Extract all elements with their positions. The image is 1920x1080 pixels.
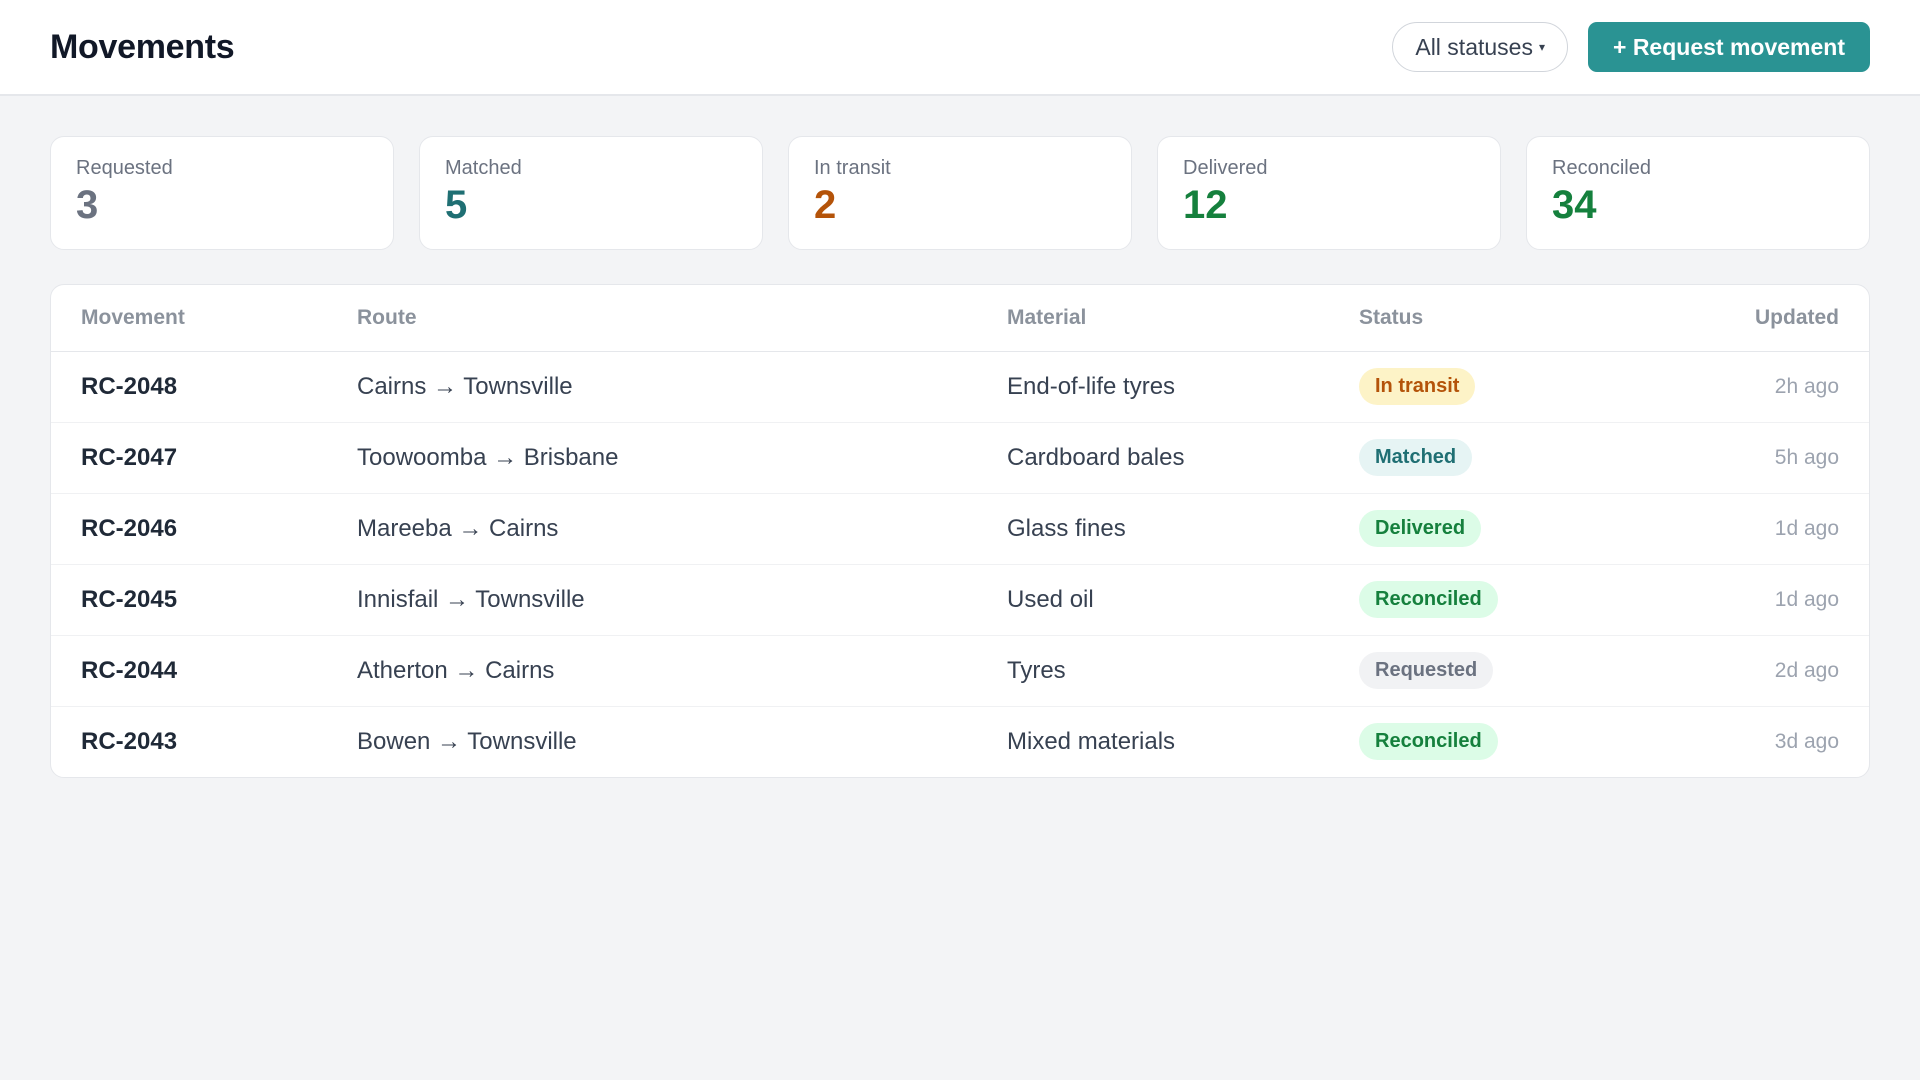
movement-id: RC-2044 [51, 635, 327, 707]
material: Cardboard bales [977, 422, 1329, 494]
route: Cairns → Townsville [327, 351, 977, 423]
table-row[interactable]: RC-2046 Mareeba → Cairns Glass fines Del… [51, 493, 1869, 565]
card-value: 5 [445, 183, 468, 227]
material: Used oil [977, 564, 1329, 636]
status-badge: Matched [1359, 439, 1473, 476]
card-label: Reconciled [1552, 157, 1651, 179]
updated-time: 1d ago [1709, 564, 1869, 636]
route: Toowoomba → Brisbane [327, 422, 977, 494]
summary-card-reconciled: Reconciled 34 [1526, 136, 1870, 250]
main-content: Requested 3 Matched 5 In transit 2 Deliv… [0, 96, 1920, 778]
movements-table: Movement Route Material Status Updated R… [51, 285, 1869, 777]
status-badge: Delivered [1359, 510, 1482, 547]
column-header-movement[interactable]: Movement [51, 285, 327, 352]
status-cell: In transit [1329, 351, 1709, 423]
table-header-row: Movement Route Material Status Updated [51, 285, 1869, 352]
updated-time: 3d ago [1774, 729, 1839, 753]
table-row[interactable]: RC-2044 Atherton → Cairns Tyres Requeste… [51, 635, 1869, 707]
status-cell: Reconciled [1329, 564, 1709, 636]
card-label: In transit [814, 157, 891, 179]
movements-table-container: Movement Route Material Status Updated R… [50, 284, 1870, 778]
route: Mareeba → Cairns [327, 493, 977, 565]
material: Mixed materials [1007, 727, 1176, 755]
table-row[interactable]: RC-2043 Bowen → Townsville Mixed materia… [51, 706, 1869, 777]
table-row[interactable]: RC-2048 Cairns → Townsville End-of-life … [51, 351, 1869, 423]
card-value: 3 [76, 183, 99, 227]
column-header-material[interactable]: Material [977, 285, 1329, 352]
card-value: 2 [814, 183, 837, 227]
card-label: Requested [76, 157, 173, 179]
movement-id: RC-2048 [51, 351, 327, 423]
route: Atherton → Cairns [327, 635, 977, 707]
status-filter-label: All statuses [1415, 33, 1533, 60]
summary-card-requested: Requested 3 [50, 136, 394, 250]
material: End-of-life tyres [977, 351, 1329, 423]
page-header: Movements All statuses ▾ + Request movem… [0, 0, 1920, 96]
column-header-updated[interactable]: Updated [1709, 285, 1869, 352]
status-badge: Reconciled [1359, 723, 1498, 761]
card-value: 12 [1183, 183, 1228, 227]
status-badge: Requested [1359, 652, 1494, 689]
summary-card-matched: Matched 5 [419, 136, 763, 250]
status-filter-dropdown[interactable]: All statuses ▾ [1392, 22, 1568, 72]
material: Tyres [977, 635, 1329, 707]
table-row[interactable]: RC-2045 Innisfail → Townsville Used oil … [51, 564, 1869, 636]
movement-id: RC-2046 [51, 493, 327, 565]
status-badge: Reconciled [1359, 581, 1498, 618]
card-label: Delivered [1183, 157, 1268, 179]
card-label: Matched [445, 157, 522, 179]
movement-id: RC-2045 [51, 564, 327, 636]
status-cell: Matched [1329, 422, 1709, 494]
route: Bowen → Townsville [357, 727, 577, 755]
updated-time: 1d ago [1709, 493, 1869, 565]
movement-id: RC-2043 [81, 727, 178, 755]
updated-time: 5h ago [1709, 422, 1869, 494]
summary-card-in-transit: In transit 2 [788, 136, 1132, 250]
status-badge: In transit [1359, 368, 1476, 405]
column-header-status[interactable]: Status [1329, 285, 1709, 352]
status-cell: Requested [1329, 635, 1709, 707]
table-row[interactable]: RC-2047 Toowoomba → Brisbane Cardboard b… [51, 422, 1869, 494]
chevron-down-icon: ▾ [1538, 40, 1545, 54]
updated-time: 2h ago [1709, 351, 1869, 423]
material: Glass fines [977, 493, 1329, 565]
summary-cards: Requested 3 Matched 5 In transit 2 Deliv… [50, 136, 1870, 250]
page-title: Movements [50, 27, 235, 66]
summary-card-delivered: Delivered 12 [1157, 136, 1501, 250]
status-cell: Reconciled [1329, 706, 1709, 777]
movement-id: RC-2047 [51, 422, 327, 494]
card-value: 34 [1552, 183, 1597, 227]
header-actions: All statuses ▾ + Request movement [1392, 22, 1870, 72]
status-cell: Delivered [1329, 493, 1709, 565]
request-movement-button[interactable]: + Request movement [1588, 22, 1870, 72]
updated-time: 2d ago [1709, 635, 1869, 707]
route: Innisfail → Townsville [327, 564, 977, 636]
column-header-route[interactable]: Route [327, 285, 977, 352]
